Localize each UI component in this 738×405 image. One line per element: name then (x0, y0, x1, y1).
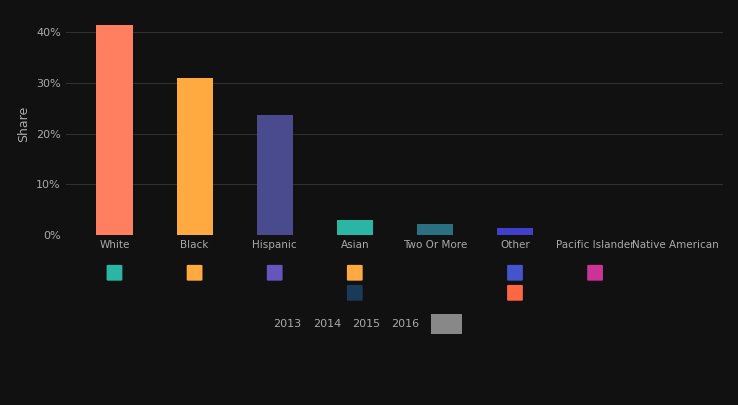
FancyBboxPatch shape (507, 285, 523, 301)
Bar (97, 25, 133, 235)
FancyBboxPatch shape (587, 265, 603, 281)
FancyBboxPatch shape (507, 265, 523, 281)
FancyBboxPatch shape (347, 265, 362, 281)
Bar (497, 228, 533, 235)
Y-axis label: Share: Share (18, 105, 30, 142)
FancyBboxPatch shape (187, 265, 202, 281)
FancyBboxPatch shape (431, 314, 463, 334)
Bar (337, 220, 373, 235)
FancyBboxPatch shape (106, 265, 123, 281)
Bar (257, 115, 293, 235)
Text: 2015: 2015 (352, 319, 380, 329)
Text: 2013: 2013 (273, 319, 301, 329)
FancyBboxPatch shape (267, 265, 283, 281)
FancyBboxPatch shape (347, 285, 362, 301)
Text: 2014: 2014 (313, 319, 341, 329)
Bar (176, 78, 213, 235)
Text: 2016: 2016 (392, 319, 420, 329)
Bar (417, 224, 453, 235)
